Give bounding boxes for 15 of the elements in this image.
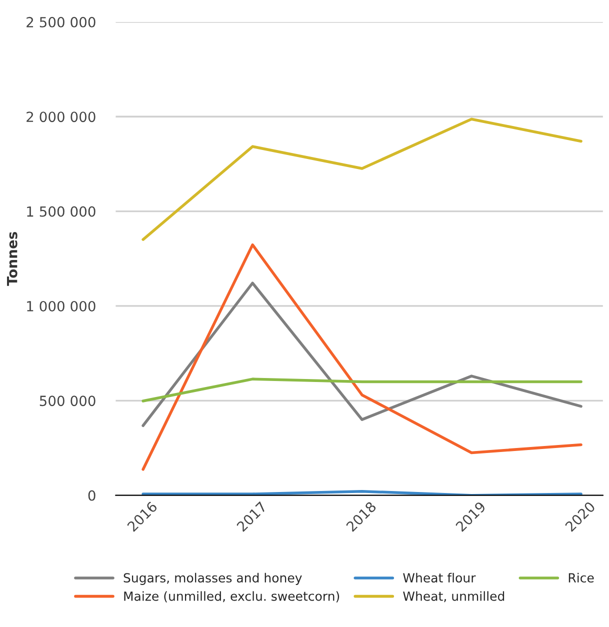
legend-label: Sugars, molasses and honey (124, 572, 302, 585)
line-series (142, 118, 582, 241)
y-tick-label: 2 000 000 (26, 112, 96, 122)
line-series (142, 243, 582, 471)
legend-label: Wheat flour (403, 572, 476, 583)
y-tick-label: 0 (88, 490, 96, 501)
legend-label: Maize (unmilled, exclu. sweetcorn) (124, 591, 340, 602)
y-tick-label: 1 000 000 (27, 300, 96, 312)
y-axis-title: Tonnes (7, 232, 18, 286)
y-tick-label: 2 500 000 (26, 16, 96, 28)
y-tick-label: 500 000 (40, 396, 96, 406)
legend-label: Rice (568, 572, 594, 583)
legend-label: Wheat, unmilled (403, 591, 504, 602)
line-series (142, 282, 582, 428)
y-tick-label: 1 500 000 (27, 206, 96, 217)
